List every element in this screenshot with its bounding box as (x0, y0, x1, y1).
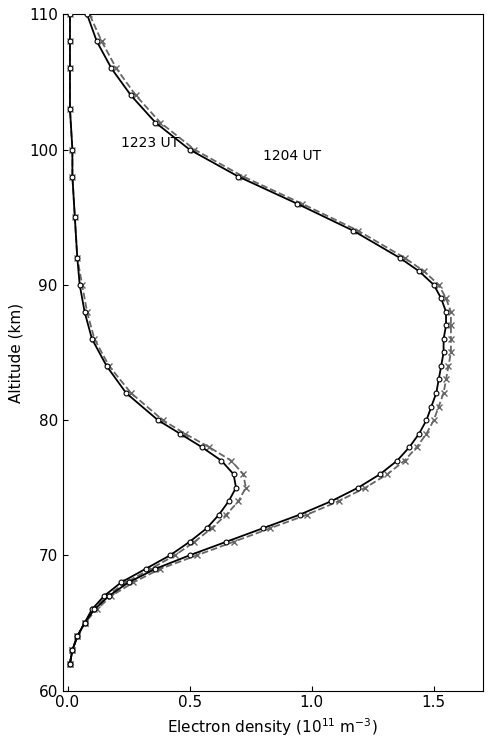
X-axis label: Electron density (10$^{11}$ m$^{-3}$): Electron density (10$^{11}$ m$^{-3}$) (167, 716, 378, 738)
Y-axis label: Altitude (km): Altitude (km) (8, 302, 24, 403)
Text: 1223 UT: 1223 UT (121, 136, 179, 150)
Text: 1204 UT: 1204 UT (263, 149, 321, 163)
